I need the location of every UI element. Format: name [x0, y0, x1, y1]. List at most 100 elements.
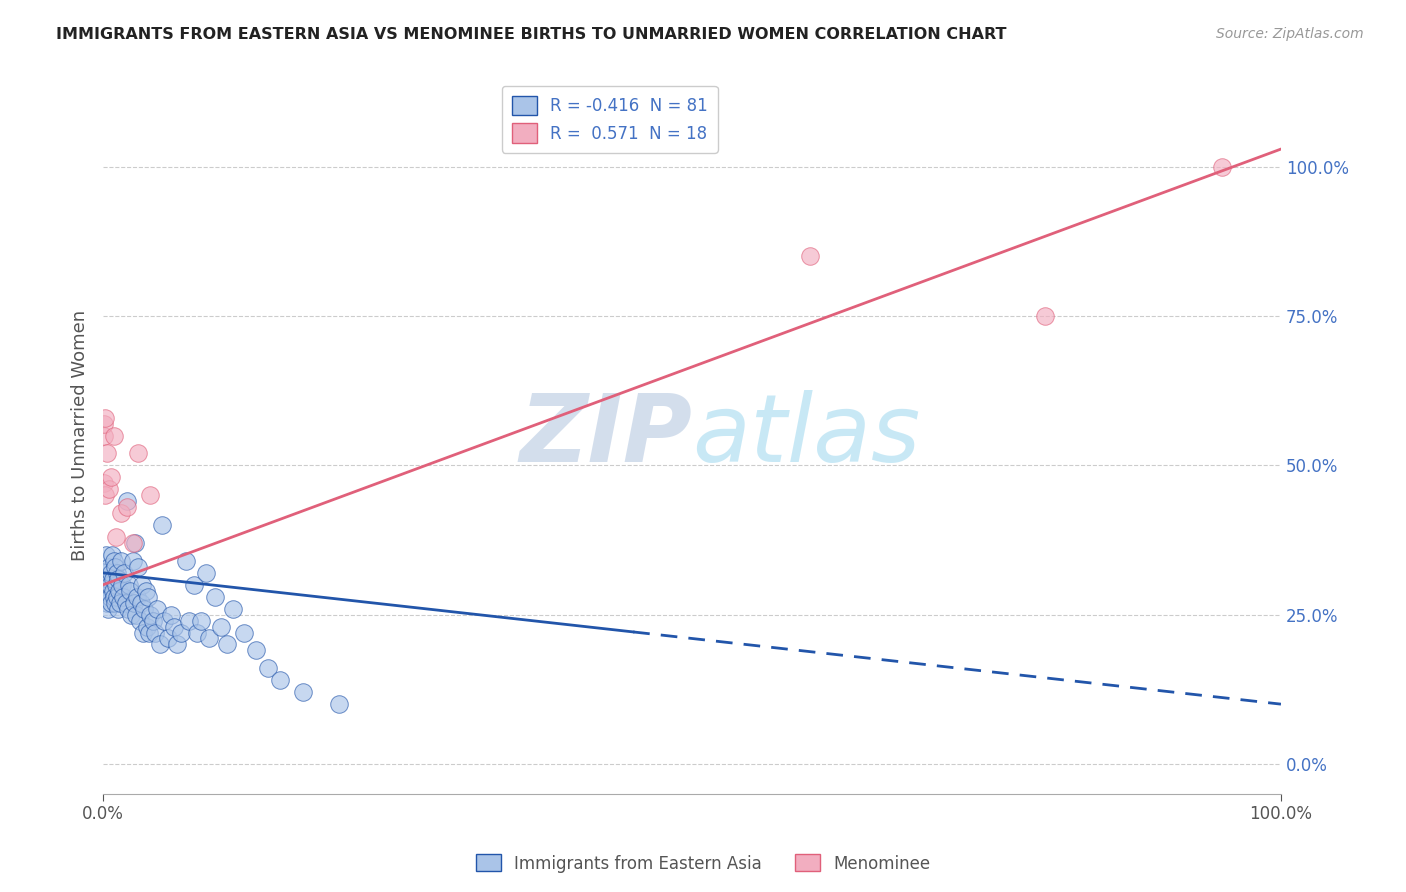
Point	[96, 583, 118, 598]
Point	[93, 410, 115, 425]
Point	[97, 601, 120, 615]
Point	[103, 554, 125, 568]
Point	[128, 614, 150, 628]
Point	[103, 428, 125, 442]
Legend: R = -0.416  N = 81, R =  0.571  N = 18: R = -0.416 N = 81, R = 0.571 N = 18	[502, 86, 717, 153]
Point	[150, 518, 173, 533]
Point	[100, 566, 122, 580]
Point	[100, 470, 122, 484]
Point	[101, 548, 124, 562]
Point	[117, 601, 139, 615]
Point	[115, 494, 138, 508]
Point	[131, 578, 153, 592]
Point	[98, 590, 121, 604]
Point	[105, 590, 128, 604]
Point	[139, 488, 162, 502]
Point	[94, 578, 117, 592]
Point	[190, 614, 212, 628]
Point	[156, 632, 179, 646]
Point	[166, 637, 188, 651]
Point	[127, 446, 149, 460]
Point	[97, 572, 120, 586]
Point	[93, 417, 115, 431]
Point	[183, 578, 205, 592]
Point	[103, 590, 125, 604]
Point	[104, 596, 127, 610]
Point	[153, 614, 176, 628]
Point	[94, 488, 117, 502]
Point	[127, 590, 149, 604]
Text: IMMIGRANTS FROM EASTERN ASIA VS MENOMINEE BIRTHS TO UNMARRIED WOMEN CORRELATION : IMMIGRANTS FROM EASTERN ASIA VS MENOMINE…	[56, 27, 1007, 42]
Point	[121, 554, 143, 568]
Point	[143, 625, 166, 640]
Point	[98, 560, 121, 574]
Point	[94, 548, 117, 562]
Point	[139, 607, 162, 622]
Point	[105, 566, 128, 580]
Point	[170, 625, 193, 640]
Point	[135, 619, 157, 633]
Point	[93, 566, 115, 580]
Point	[121, 536, 143, 550]
Point	[233, 625, 256, 640]
Text: Source: ZipAtlas.com: Source: ZipAtlas.com	[1216, 27, 1364, 41]
Point	[93, 428, 115, 442]
Point	[112, 590, 135, 604]
Point	[120, 607, 142, 622]
Point	[93, 476, 115, 491]
Point	[101, 583, 124, 598]
Point	[215, 637, 238, 651]
Point	[127, 560, 149, 574]
Point	[135, 583, 157, 598]
Point	[174, 554, 197, 568]
Point	[125, 607, 148, 622]
Point	[105, 578, 128, 592]
Point	[108, 583, 131, 598]
Point	[142, 614, 165, 628]
Point	[163, 619, 186, 633]
Point	[179, 614, 201, 628]
Point	[96, 596, 118, 610]
Point	[104, 560, 127, 574]
Point	[101, 572, 124, 586]
Point	[221, 601, 243, 615]
Point	[799, 250, 821, 264]
Point	[115, 500, 138, 515]
Point	[146, 601, 169, 615]
Point	[96, 446, 118, 460]
Point	[328, 697, 350, 711]
Point	[292, 685, 315, 699]
Point	[100, 596, 122, 610]
Point	[136, 590, 159, 604]
Point	[245, 643, 267, 657]
Point	[98, 578, 121, 592]
Point	[1035, 309, 1057, 323]
Text: atlas: atlas	[692, 390, 921, 481]
Point	[257, 661, 280, 675]
Point	[132, 625, 155, 640]
Point	[138, 625, 160, 640]
Point	[107, 601, 129, 615]
Point	[1211, 160, 1233, 174]
Point	[134, 601, 156, 615]
Point	[160, 607, 183, 622]
Point	[129, 596, 152, 610]
Point	[269, 673, 291, 688]
Point	[108, 596, 131, 610]
Point	[110, 506, 132, 520]
Point	[122, 596, 145, 610]
Point	[111, 578, 134, 592]
Point	[204, 590, 226, 604]
Point	[186, 625, 208, 640]
Legend: Immigrants from Eastern Asia, Menominee: Immigrants from Eastern Asia, Menominee	[468, 847, 938, 880]
Y-axis label: Births to Unmarried Women: Births to Unmarried Women	[72, 310, 89, 561]
Point	[194, 566, 217, 580]
Text: ZIP: ZIP	[519, 390, 692, 482]
Point	[118, 578, 141, 592]
Point	[149, 637, 172, 651]
Point	[114, 596, 136, 610]
Point	[120, 583, 142, 598]
Point	[94, 590, 117, 604]
Point	[98, 483, 121, 497]
Point	[124, 536, 146, 550]
